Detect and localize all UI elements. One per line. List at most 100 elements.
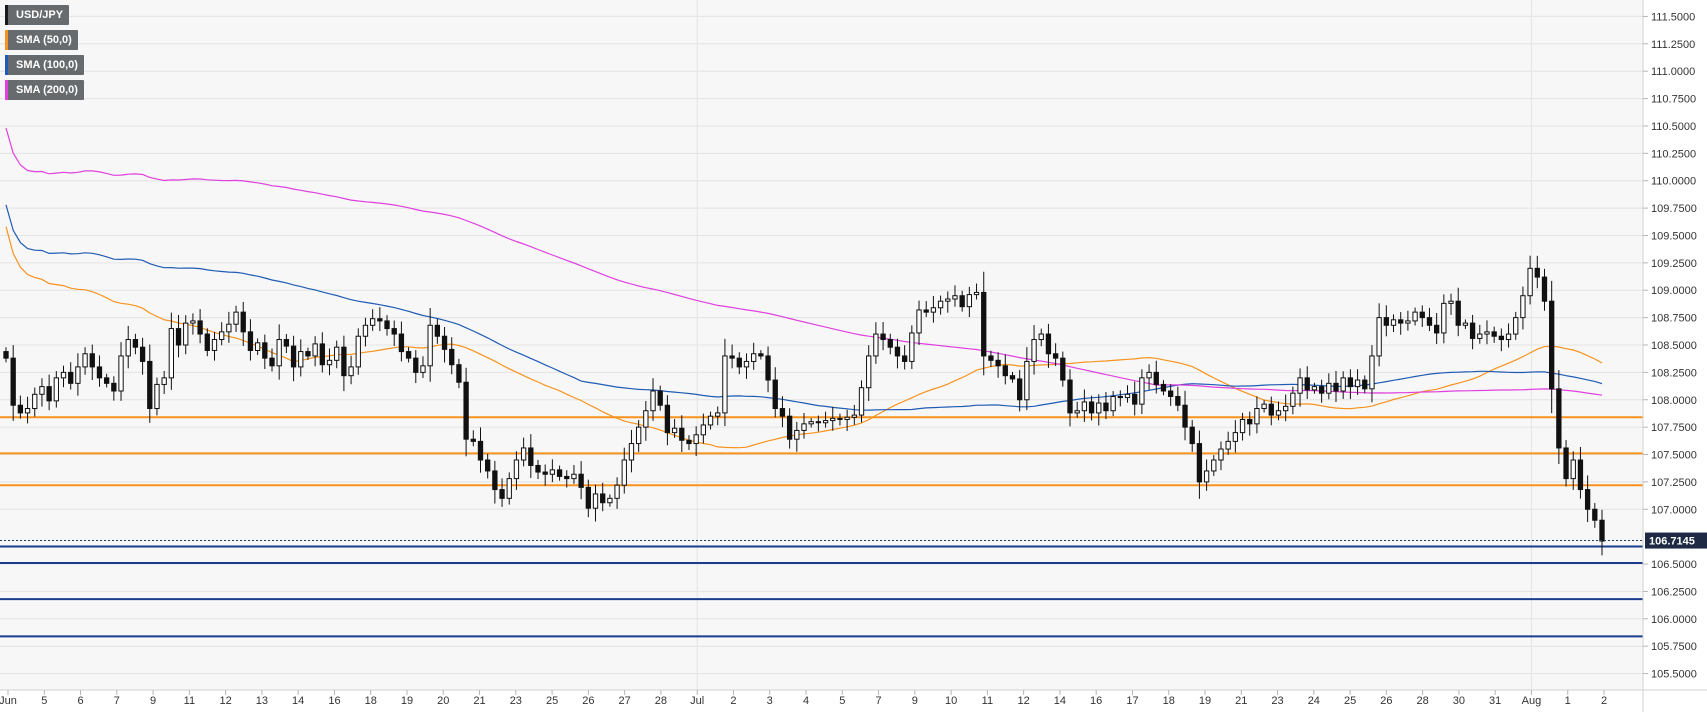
x-tick-label: 27 <box>619 695 631 707</box>
candle-body <box>405 351 412 359</box>
candle-body <box>334 346 340 361</box>
candle-body <box>211 339 218 351</box>
candle-body <box>1362 379 1368 390</box>
candle-body <box>1556 388 1562 449</box>
x-tick-label: Aug <box>1522 695 1542 707</box>
legend-item-usdjpy[interactable]: USD/JPY <box>5 5 70 25</box>
candle-body <box>485 459 491 472</box>
candle-body <box>1426 317 1433 326</box>
candle-body <box>578 473 584 488</box>
candle-body <box>1024 360 1030 401</box>
candle-body <box>873 333 879 357</box>
x-tick-label: 28 <box>1417 695 1429 707</box>
y-tick-label: 108.7500 <box>1651 313 1697 325</box>
candle-body <box>693 434 699 445</box>
candle-body <box>758 353 764 357</box>
last-price-label: 106.7145 <box>1649 536 1695 548</box>
legend-swatch <box>5 80 8 100</box>
legend-item-sma-50[interactable]: SMA (50,0) <box>5 30 78 50</box>
candle-body <box>1009 375 1016 380</box>
candle-body <box>1491 331 1497 337</box>
candle-body <box>743 360 750 368</box>
x-tick-label: 17 <box>1126 695 1138 707</box>
candle-body <box>1239 418 1246 434</box>
candle-body <box>1513 317 1519 335</box>
candle-body <box>506 478 512 499</box>
candle-body <box>549 469 556 475</box>
x-tick-label: 6 <box>77 695 83 707</box>
x-tick-label: 23 <box>1271 695 1283 707</box>
candle-body <box>1146 371 1152 379</box>
candle-body <box>542 471 548 475</box>
candle-body <box>664 404 671 434</box>
candle-body <box>700 424 707 436</box>
candle-body <box>1419 311 1425 319</box>
x-tick-label: 12 <box>1018 695 1030 707</box>
candle-body <box>449 348 455 366</box>
legend-item-sma-100[interactable]: SMA (100,0) <box>5 55 84 75</box>
candle-body <box>1297 377 1303 394</box>
x-tick-label: Jul <box>690 695 704 707</box>
candle-body <box>441 335 448 350</box>
candle-body <box>1390 319 1397 326</box>
candle-body <box>283 339 290 347</box>
candle-body <box>945 298 951 302</box>
x-tick-label: 14 <box>1054 695 1066 707</box>
time-axis: Jun 5 6 7 9 11 12 13 14 16 18 19 20 21 23 25 26 27 28 Jul 2 3… <box>0 690 1607 707</box>
candle-body <box>197 320 203 335</box>
candle-body <box>1326 382 1332 394</box>
candle-body <box>492 470 498 491</box>
candle-body <box>39 386 45 395</box>
candle-body <box>477 440 484 461</box>
candle-body <box>1045 333 1052 355</box>
candle-body <box>1412 311 1418 322</box>
candle-body <box>1211 459 1217 472</box>
candle-body <box>1520 295 1526 319</box>
y-tick-label: 111.0000 <box>1651 66 1695 78</box>
candle-body <box>1318 386 1325 394</box>
candle-body <box>298 351 304 368</box>
candle-body <box>1448 300 1454 304</box>
x-tick-label: 4 <box>803 695 809 707</box>
candle-body <box>369 318 376 326</box>
candle-body <box>715 412 721 417</box>
candle-body <box>1311 386 1318 391</box>
candle-body <box>1110 395 1116 412</box>
candle-body <box>1060 357 1066 381</box>
candle-body <box>1549 300 1555 390</box>
candle-body <box>1592 508 1598 521</box>
candle-body <box>513 459 520 480</box>
candle-body <box>923 309 929 313</box>
legend-label: SMA (100,0) <box>16 59 78 71</box>
candle-body <box>10 357 16 406</box>
x-tick-label: 10 <box>945 695 957 707</box>
y-tick-label: 110.2500 <box>1651 148 1696 160</box>
candle-body <box>1153 371 1159 385</box>
y-tick-label: 111.5000 <box>1651 11 1695 23</box>
x-tick-label: 20 <box>437 695 449 707</box>
candle-body <box>528 447 534 466</box>
candle-body <box>1196 443 1203 483</box>
y-tick-label: 110.0000 <box>1651 176 1696 188</box>
x-tick-label: 26 <box>582 695 594 707</box>
candle-body <box>341 346 347 377</box>
candle-body <box>679 427 685 441</box>
x-tick-label: 21 <box>1235 695 1247 707</box>
y-tick-label: 111.2500 <box>1651 39 1695 51</box>
candle-body <box>1563 447 1569 480</box>
candle-body <box>68 371 74 384</box>
x-tick-label: 11 <box>982 695 993 707</box>
x-tick-label: 16 <box>328 695 340 707</box>
candle-body <box>175 328 182 346</box>
candle-body <box>909 332 915 362</box>
x-tick-label: 24 <box>1308 695 1320 707</box>
candle-body <box>1376 317 1382 357</box>
y-tick-label: 106.0000 <box>1651 614 1697 626</box>
x-tick-label: 11 <box>184 695 195 707</box>
legend-item-sma-200[interactable]: SMA (200,0) <box>5 80 84 100</box>
candle-body <box>592 493 599 509</box>
candle-body <box>657 390 663 406</box>
x-tick-label: 19 <box>1199 695 1211 707</box>
candle-body <box>305 351 311 357</box>
